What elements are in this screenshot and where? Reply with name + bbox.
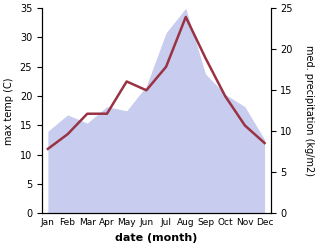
- X-axis label: date (month): date (month): [115, 233, 197, 243]
- Y-axis label: med. precipitation (kg/m2): med. precipitation (kg/m2): [304, 45, 314, 176]
- Y-axis label: max temp (C): max temp (C): [4, 77, 14, 144]
